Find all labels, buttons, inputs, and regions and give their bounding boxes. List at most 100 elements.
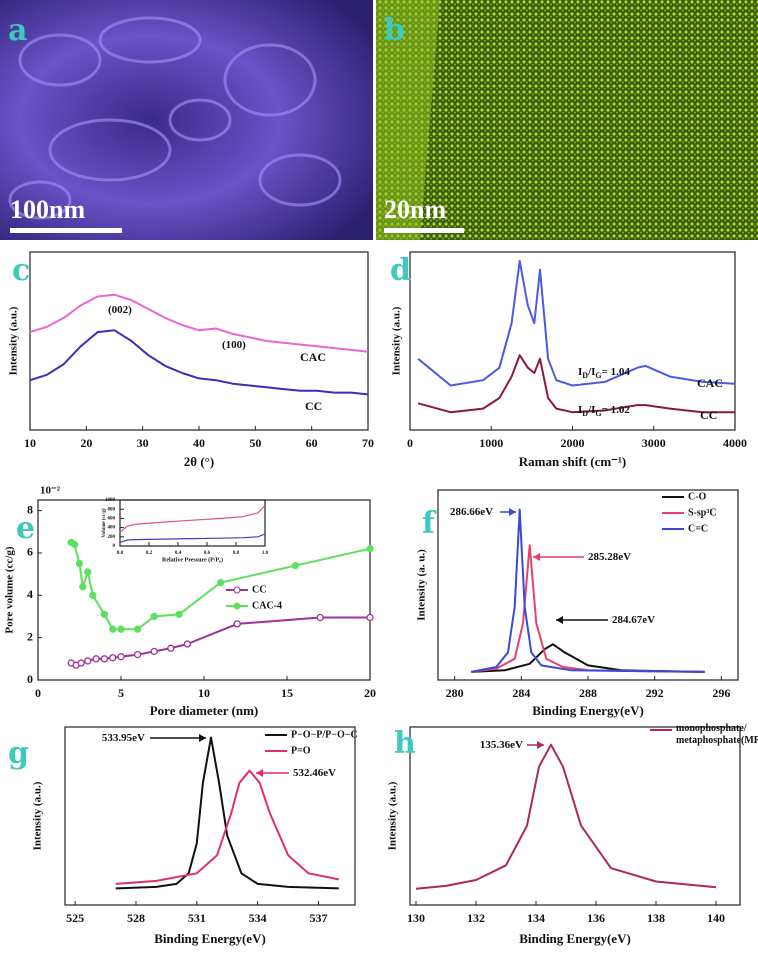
legend-label: CAC-4 — [252, 600, 282, 611]
annotation-text: 286.66eV — [450, 506, 493, 518]
data-point — [316, 613, 324, 622]
data-point — [117, 625, 125, 633]
y-axis-label: Intensity (a. u.) — [416, 549, 428, 621]
data-line — [417, 354, 735, 414]
x-tick-label: 140 — [707, 911, 725, 925]
legend-marker — [233, 586, 241, 594]
annotation-text: (002) — [108, 304, 132, 316]
annotation-text: 532.46eV — [293, 767, 336, 779]
arrow-head — [199, 734, 206, 742]
data-line — [115, 769, 339, 885]
x-tick-label: 0.2 — [146, 551, 153, 556]
data-line — [119, 533, 266, 543]
x-tick-label: 4000 — [723, 436, 747, 450]
series-label: CC — [305, 399, 322, 413]
annotation: ID/IG= 1.02 — [578, 404, 630, 418]
y-tick-label: 0 — [27, 672, 33, 686]
data-point — [117, 653, 125, 661]
data-point — [89, 591, 97, 599]
x-tick-label: 534 — [249, 911, 267, 925]
data-point — [100, 610, 109, 619]
data-line — [29, 293, 369, 353]
panel-letter: a — [8, 13, 27, 48]
y-axis-label: Intensity (a.u.) — [391, 306, 403, 375]
data-point — [84, 657, 92, 665]
x-tick-label: 296 — [712, 686, 730, 700]
annotation: 285.28eV — [588, 551, 631, 563]
y-axis-label: Intensity (a.u.) — [32, 781, 44, 850]
annotation: 284.67eV — [612, 614, 655, 626]
x-tick-label: 284 — [512, 686, 530, 700]
x-tick-label: 528 — [127, 911, 145, 925]
annotation: 533.95eV — [102, 732, 145, 744]
series-label: CAC — [697, 376, 723, 390]
plot-frame — [119, 499, 266, 547]
annotation-text: = 1.02 — [602, 404, 631, 416]
y-tick-label: 200 — [108, 535, 116, 540]
data-point — [75, 559, 84, 568]
scale-bar-label: 20nm — [384, 195, 446, 224]
pore-texture — [8, 16, 342, 220]
series-label: CC — [700, 408, 717, 422]
data-line — [417, 259, 736, 387]
legend-label: C-O — [688, 491, 707, 502]
y-tick-label: 8 — [27, 502, 33, 516]
data-point — [77, 659, 85, 667]
x-tick-label: 292 — [646, 686, 664, 700]
annotation: 135.36eV — [480, 739, 523, 751]
annotation-text: 135.36eV — [480, 739, 523, 751]
y-tick-label: 2 — [27, 629, 33, 643]
legend-label: CC — [252, 584, 266, 595]
data-point — [167, 644, 175, 652]
data-line — [115, 736, 339, 890]
scale-bar-label: 100nm — [10, 195, 85, 224]
annotation-text: = 1.04 — [602, 366, 631, 378]
annotation-text: /I — [587, 366, 595, 378]
x-axis-label: Binding Energy(eV) — [519, 931, 631, 946]
x-tick-label: 10 — [198, 686, 210, 700]
plot-frame — [437, 489, 739, 681]
annotation: 532.46eV — [293, 767, 336, 779]
arrow-head — [533, 553, 540, 561]
x-axis-label: Raman shift (cm⁻¹) — [519, 454, 627, 469]
x-tick-label: 10 — [24, 436, 36, 450]
annotation-text: I — [578, 366, 582, 378]
annotation-text: 285.28eV — [588, 551, 631, 563]
panel-letter: f — [422, 506, 437, 541]
x-tick-label: 0.6 — [204, 551, 211, 556]
x-tick-label: 288 — [579, 686, 597, 700]
y-tick-label: 600 — [108, 517, 116, 522]
data-point — [233, 620, 241, 628]
data-point — [79, 583, 87, 591]
x-tick-label: 2000 — [561, 436, 585, 450]
plot-frame — [64, 726, 356, 906]
legend-label: monophosphate/ metaphosphate(MP) — [676, 723, 758, 746]
x-tick-label: 15 — [281, 686, 293, 700]
inset-y-label: Volume (cc/g) — [102, 508, 107, 537]
data-point — [92, 655, 100, 663]
panel-letter: g — [8, 736, 29, 771]
x-tick-label: 1000 — [479, 436, 503, 450]
arrow-head — [509, 508, 516, 516]
panel-letter: c — [12, 253, 30, 288]
annotation-text: (100) — [222, 339, 246, 351]
data-line — [471, 643, 705, 673]
x-tick-label: 138 — [647, 911, 665, 925]
series-label: CAC — [300, 350, 326, 364]
legend-box: monophosphate/ metaphosphate(MP) — [676, 723, 758, 746]
tem-texture — [376, 0, 440, 240]
x-tick-label: 0.0 — [117, 551, 124, 556]
annotation: (002) — [108, 304, 132, 316]
data-line — [471, 544, 705, 673]
data-point — [291, 561, 299, 570]
annotation-subscript: D — [582, 371, 588, 380]
data-point — [366, 613, 374, 622]
x-tick-label: 132 — [467, 911, 485, 925]
data-line — [471, 508, 705, 673]
x-tick-label: 0 — [407, 436, 413, 450]
scale-bar — [384, 228, 464, 233]
plot-frame — [409, 251, 736, 431]
annotation: 286.66eV — [450, 506, 493, 518]
arrow-head — [256, 769, 263, 777]
